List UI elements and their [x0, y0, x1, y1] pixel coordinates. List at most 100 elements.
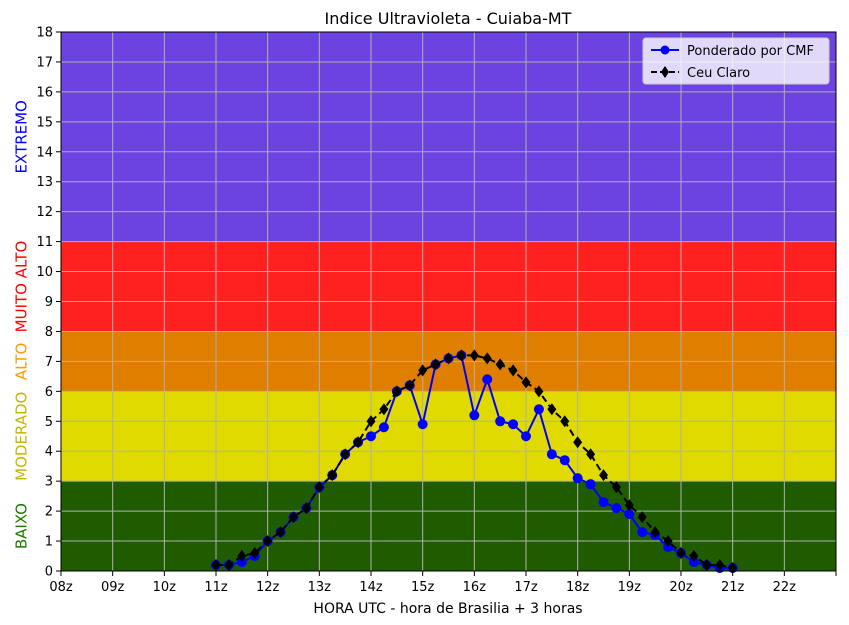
data-point-clear-sky — [637, 511, 647, 524]
data-point-clear-sky — [250, 547, 260, 560]
data-point-clear-sky — [405, 379, 415, 392]
y-tick-label: 0 — [45, 565, 53, 580]
legend-diamond-marker — [661, 66, 669, 78]
y-tick-label: 17 — [36, 55, 53, 70]
x-tick-label: 13z — [308, 580, 332, 595]
data-point-clear-sky — [560, 415, 570, 428]
data-point-clear-sky — [663, 535, 673, 548]
series-line-1 — [216, 354, 733, 569]
y-tick-label: 5 — [45, 415, 53, 430]
data-point-clear-sky — [611, 481, 621, 494]
data-point-clear-sky — [301, 502, 311, 515]
band-label: EXTREMO — [13, 100, 31, 173]
data-point-clear-sky — [340, 448, 350, 461]
x-tick-label: 22z — [773, 580, 797, 595]
x-tick-label: 19z — [618, 580, 642, 595]
data-point-clear-sky — [650, 526, 660, 539]
x-tick-label: 15z — [411, 580, 435, 595]
data-point-clear-sky — [276, 526, 286, 539]
data-point-clear-sky — [418, 364, 428, 377]
y-tick-label: 14 — [36, 145, 53, 160]
y-tick-label: 1 — [45, 535, 53, 550]
y-tick-label: 11 — [36, 235, 53, 250]
data-point-clear-sky — [599, 469, 608, 482]
data-point-clear-sky — [456, 349, 466, 362]
y-tick-label: 16 — [36, 85, 53, 100]
data-point-clear-sky — [289, 511, 298, 524]
data-point-clear-sky — [689, 550, 699, 563]
data-point-cmf — [469, 410, 480, 421]
legend-label-cmf: Ponderado por CMF — [687, 44, 814, 59]
data-point-clear-sky — [211, 559, 221, 572]
data-point-clear-sky — [353, 436, 363, 449]
data-point-clear-sky — [469, 349, 479, 362]
band-label: MUITO ALTO — [13, 241, 31, 333]
data-point-cmf — [559, 455, 570, 466]
data-point-cmf — [417, 419, 428, 430]
data-point-clear-sky — [237, 550, 247, 563]
x-tick-label: 21z — [721, 580, 745, 595]
x-tick-label: 16z — [463, 580, 487, 595]
band-muito-alto — [61, 241, 836, 332]
data-point-clear-sky — [624, 499, 634, 512]
data-point-cmf — [482, 374, 493, 385]
data-point-clear-sky — [263, 535, 273, 548]
data-point-clear-sky — [586, 448, 596, 461]
data-point-clear-sky — [715, 559, 725, 572]
x-tick-label: 17z — [514, 580, 538, 595]
data-point-clear-sky — [508, 364, 518, 377]
legend-label-clear-sky: Ceu Claro — [687, 66, 750, 81]
y-tick-label: 2 — [45, 505, 53, 520]
data-point-clear-sky — [495, 358, 505, 371]
data-point-cmf — [366, 431, 376, 442]
y-tick-label: 3 — [45, 475, 53, 490]
band-baixo — [61, 481, 836, 571]
legend-circle-marker — [660, 45, 670, 55]
y-tick-label: 7 — [45, 355, 53, 370]
x-axis-label: HORA UTC - hora de Brasilia + 3 horas — [313, 601, 582, 617]
y-tick-label: 18 — [36, 26, 53, 41]
data-point-clear-sky — [314, 481, 324, 494]
y-tick-label: 15 — [36, 115, 53, 130]
data-point-clear-sky — [379, 403, 389, 416]
band-label: MODERADO — [13, 392, 31, 481]
x-tick-label: 10z — [153, 580, 177, 595]
band-label: BAIXO — [13, 503, 31, 549]
data-point-clear-sky — [366, 415, 376, 428]
y-tick-label: 4 — [45, 445, 53, 460]
data-point-cmf — [624, 509, 635, 520]
data-point-clear-sky — [224, 559, 234, 572]
x-tick-label: 18z — [566, 580, 590, 595]
data-point-clear-sky — [392, 385, 402, 398]
data-point-clear-sky — [327, 469, 337, 482]
y-tick-label: 12 — [36, 205, 53, 220]
y-tick-label: 6 — [45, 385, 53, 400]
data-point-clear-sky — [521, 376, 531, 389]
data-point-cmf — [598, 497, 609, 508]
data-point-clear-sky — [431, 358, 441, 371]
data-point-cmf — [585, 479, 596, 490]
x-tick-label: 09z — [101, 580, 125, 595]
data-point-cmf — [508, 419, 519, 430]
data-point-cmf — [546, 449, 557, 460]
data-point-clear-sky — [676, 547, 686, 560]
data-point-clear-sky — [702, 559, 712, 572]
x-tick-label: 20z — [669, 580, 693, 595]
data-point-clear-sky — [482, 352, 492, 365]
x-tick-label: 11z — [204, 580, 228, 595]
data-point-cmf — [611, 503, 622, 514]
band-label: ALTO — [13, 343, 31, 381]
data-point-cmf — [637, 527, 648, 538]
data-point-cmf — [378, 422, 389, 433]
data-point-clear-sky — [547, 403, 557, 416]
plot-frame — [60, 31, 837, 572]
legend: Ponderado por CMF Ceu Claro — [642, 37, 830, 85]
data-point-cmf — [533, 404, 544, 415]
data-point-clear-sky — [444, 352, 453, 365]
data-point-cmf — [495, 416, 506, 427]
band-moderado — [61, 391, 836, 482]
x-tick-label: 12z — [256, 580, 280, 595]
x-tick-label: 08z — [49, 580, 73, 595]
